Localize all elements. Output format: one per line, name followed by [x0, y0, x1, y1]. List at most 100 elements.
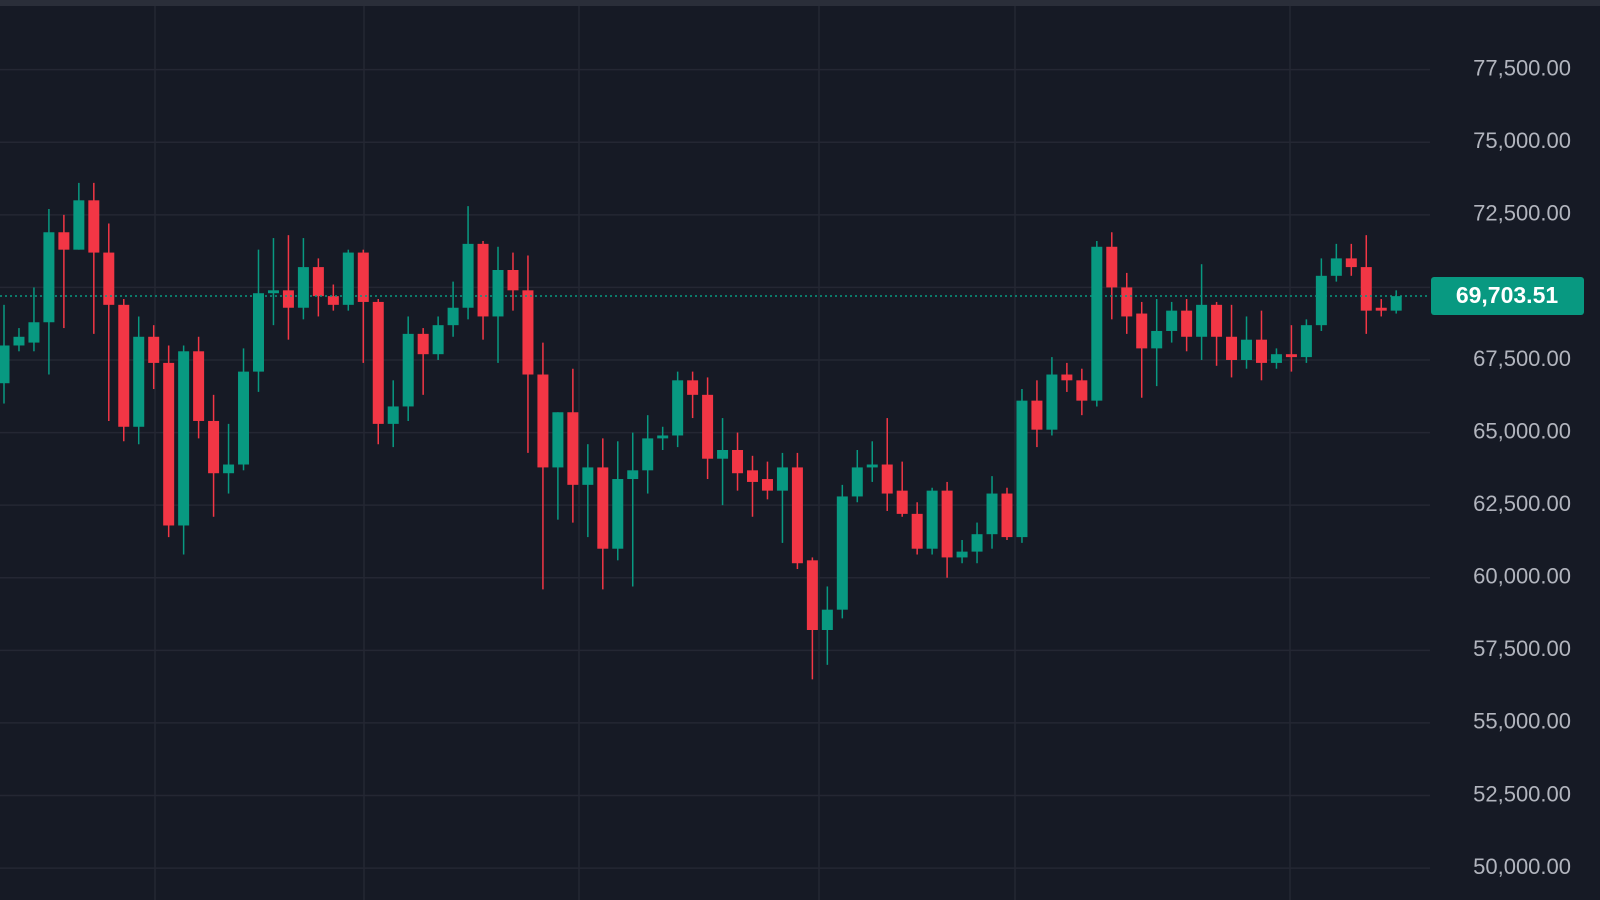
candle-body [118, 304, 130, 427]
y-tick-label: 60,000.00 [1473, 564, 1571, 589]
candle-body [1255, 339, 1267, 363]
candle-body [627, 470, 639, 480]
candle-body [657, 435, 669, 439]
candle-body [1136, 313, 1148, 349]
candle-body [642, 438, 654, 471]
candle-body [103, 252, 115, 305]
candle-body [13, 336, 25, 346]
y-tick-label: 50,000.00 [1473, 854, 1571, 879]
candle-body [1076, 380, 1088, 401]
candle-body [672, 380, 684, 436]
candle-body [1226, 336, 1238, 360]
candle-body [387, 406, 399, 424]
candle-body [238, 371, 250, 465]
candle-body [1031, 400, 1043, 430]
candle-body [582, 467, 594, 485]
y-tick-label: 67,500.00 [1473, 346, 1571, 371]
candle-body [747, 470, 758, 482]
candle-body [1121, 287, 1133, 317]
candle-body [312, 267, 324, 297]
candle-body [1211, 304, 1223, 337]
candle-body [1181, 310, 1193, 337]
candle-body [1270, 354, 1282, 363]
y-tick-label: 55,000.00 [1473, 709, 1571, 734]
candle-body [1151, 330, 1163, 349]
candle-body [836, 496, 848, 610]
candle-body [1166, 310, 1178, 331]
y-tick-label: 62,500.00 [1473, 491, 1571, 516]
candle-body [537, 374, 549, 468]
candle-body [1241, 339, 1253, 360]
candle-body [612, 479, 624, 549]
candle-body [417, 333, 429, 355]
candle-body [223, 464, 235, 474]
candle-body [926, 490, 938, 549]
candle-body [1375, 307, 1387, 311]
candle-body [507, 270, 519, 291]
candle-body [971, 534, 983, 552]
candle-body [43, 232, 55, 323]
candle-body [477, 243, 489, 317]
candle-body [297, 267, 309, 308]
candle-body [462, 243, 474, 308]
candle-body [0, 345, 10, 384]
candle-body [372, 301, 384, 424]
price-label: 69,703.51 [1456, 282, 1559, 308]
candle-body [1196, 304, 1208, 337]
candle-body [1001, 493, 1013, 538]
candle-body [133, 336, 145, 427]
candle-body [282, 290, 294, 308]
candle-body [732, 450, 744, 474]
candle-body [1360, 267, 1372, 311]
candle-body [28, 322, 40, 343]
candle-body [178, 351, 190, 526]
candle-body [881, 464, 893, 494]
candle-body [567, 412, 579, 485]
candle-body [597, 467, 609, 549]
candle-body [791, 467, 803, 564]
candle-body [941, 490, 953, 558]
candle-body [1091, 246, 1103, 401]
candle-body [806, 560, 818, 630]
candle-body [447, 307, 459, 326]
candle-body [1016, 400, 1028, 538]
top-border [0, 0, 1600, 6]
candle-body [163, 362, 175, 526]
candle-body [1285, 354, 1297, 358]
candle-body [911, 513, 923, 549]
candle-body [1345, 258, 1357, 268]
candle-body [327, 296, 339, 305]
candle-body [1330, 258, 1342, 276]
candle-body [761, 479, 773, 491]
candle-body [776, 467, 788, 491]
y-tick-label: 57,500.00 [1473, 636, 1571, 661]
time-grid [154, 6, 1291, 900]
candle-body [1106, 246, 1118, 288]
candle-body [73, 200, 85, 250]
candle-body [1300, 325, 1312, 358]
candle-body [208, 420, 220, 474]
y-tick-label: 65,000.00 [1473, 418, 1571, 443]
candle-body [851, 467, 863, 497]
candle-body [252, 293, 264, 372]
candle-body [956, 551, 968, 558]
candle-body [687, 380, 699, 395]
candle-body [522, 290, 534, 375]
candle-body [492, 270, 504, 317]
candle-body [402, 333, 414, 407]
y-tick-label: 75,000.00 [1473, 128, 1571, 153]
y-tick-label: 72,500.00 [1473, 201, 1571, 226]
candle-body [1046, 374, 1058, 430]
candle-body [896, 490, 908, 514]
candle-body [717, 450, 729, 459]
candle-body [1390, 296, 1402, 311]
candle-body [58, 232, 70, 250]
candle-body [552, 412, 564, 468]
candle-body [193, 351, 205, 421]
candle-body [267, 290, 279, 294]
candle-body [148, 336, 160, 363]
y-tick-label: 52,500.00 [1473, 781, 1571, 806]
candle-body [821, 609, 833, 630]
